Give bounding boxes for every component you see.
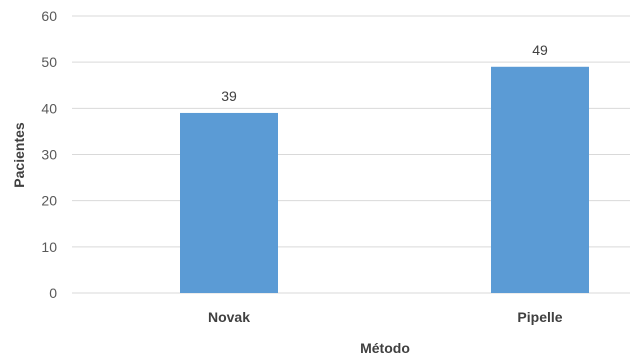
y-axis-ticks: 0 10 20 30 40 50 60: [41, 8, 57, 301]
x-category-label: Pipelle: [517, 309, 562, 325]
x-category-label: Novak: [208, 309, 250, 325]
data-labels: 39 49: [221, 42, 548, 104]
y-tick-label: 30: [41, 147, 57, 163]
bar-pipelle: [491, 66, 589, 294]
y-tick-label: 0: [49, 285, 57, 301]
y-tick-label: 40: [41, 100, 57, 116]
y-axis-title: Pacientes: [11, 122, 27, 188]
x-axis-title: Método: [360, 340, 410, 356]
data-label-pipelle: 49: [532, 42, 548, 58]
y-tick-label: 20: [41, 193, 57, 209]
x-axis-categories: Novak Pipelle: [208, 309, 563, 325]
bars: [180, 66, 589, 294]
bar-novak: [180, 112, 278, 293]
y-tick-label: 50: [41, 54, 57, 70]
data-label-novak: 39: [221, 88, 237, 104]
gridlines: [72, 15, 630, 294]
y-tick-label: 60: [41, 8, 57, 24]
y-tick-label: 10: [41, 239, 57, 255]
